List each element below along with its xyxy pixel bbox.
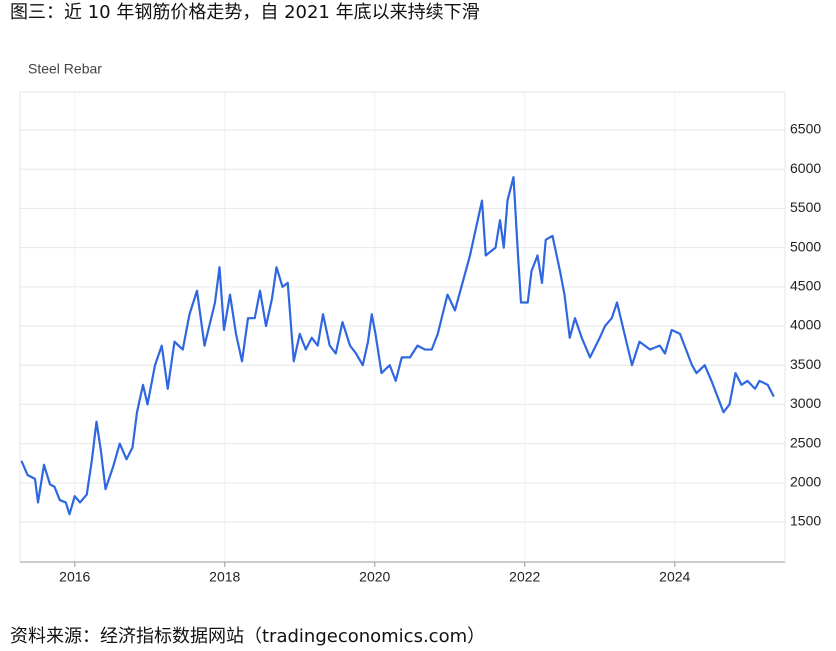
chart-title: 图三：近 10 年钢筋价格走势，自 2021 年底以来持续下滑 [10,2,480,23]
source-note: 资料来源：经济指标数据网站（tradingeconomics.com） [10,626,485,647]
y-tick-label: 5500 [790,199,821,215]
x-tick-label: 2022 [509,569,540,585]
x-tick-label: 2024 [659,569,690,585]
x-tick-label: 2020 [359,569,390,585]
y-tick-label: 6000 [790,160,821,176]
y-tick-label: 4500 [790,278,821,294]
x-tick-label: 2016 [59,569,90,585]
data-line [20,175,775,516]
x-tick-label: 2018 [209,569,240,585]
y-tick-label: 4000 [790,317,821,333]
y-tick-label: 6500 [790,121,821,137]
y-tick-label: 3500 [790,356,821,372]
y-tick-label: 2000 [790,474,821,490]
y-tick-label: 3000 [790,395,821,411]
series-label: Steel Rebar [28,61,102,77]
y-tick-label: 1500 [790,513,821,529]
y-tick-label: 5000 [790,238,821,254]
y-tick-label: 2500 [790,434,821,450]
